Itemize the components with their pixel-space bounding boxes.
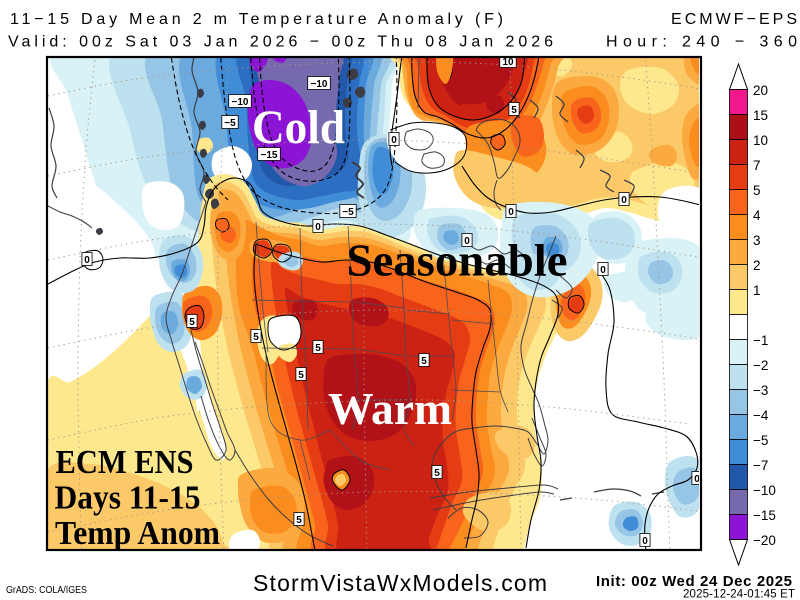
svg-text:2025-12-24-01:45 ET: 2025-12-24-01:45 ET xyxy=(683,589,795,600)
svg-text:Temp Anom: Temp Anom xyxy=(55,515,220,552)
svg-text:10: 10 xyxy=(502,57,514,68)
svg-text:5: 5 xyxy=(434,468,440,479)
svg-text:0: 0 xyxy=(391,135,397,146)
svg-text:−5: −5 xyxy=(342,207,354,218)
svg-text:0: 0 xyxy=(508,207,514,218)
svg-text:−15: −15 xyxy=(261,150,278,161)
svg-text:−2: −2 xyxy=(753,358,768,373)
svg-text:−10: −10 xyxy=(232,97,249,108)
svg-text:Cold: Cold xyxy=(252,101,345,154)
svg-text:1: 1 xyxy=(753,283,761,298)
svg-text:0: 0 xyxy=(621,195,627,206)
svg-text:Days 11-15: Days 11-15 xyxy=(55,480,201,517)
svg-text:Seasonable: Seasonable xyxy=(347,235,568,286)
svg-text:5: 5 xyxy=(511,105,517,116)
svg-text:0: 0 xyxy=(84,255,90,266)
svg-text:Valid: 00z Sat 03 Jan 2026 − 0: Valid: 00z Sat 03 Jan 2026 − 00z Thu 08 … xyxy=(8,34,553,51)
svg-text:4: 4 xyxy=(753,208,761,223)
svg-text:5: 5 xyxy=(253,332,259,343)
svg-text:Warm: Warm xyxy=(328,383,452,434)
svg-text:Hour: 240 − 360: Hour: 240 − 360 xyxy=(606,34,797,51)
svg-text:−4: −4 xyxy=(753,408,769,423)
svg-text:−5: −5 xyxy=(753,433,768,448)
svg-text:−15: −15 xyxy=(753,508,776,523)
svg-text:10: 10 xyxy=(753,133,768,148)
svg-text:5: 5 xyxy=(298,370,304,381)
svg-text:−5: −5 xyxy=(224,118,236,129)
svg-text:5: 5 xyxy=(296,515,302,526)
svg-text:7: 7 xyxy=(753,158,761,173)
svg-text:2: 2 xyxy=(753,258,761,273)
svg-text:−20: −20 xyxy=(753,533,776,548)
svg-text:StormVistaWxModels.com: StormVistaWxModels.com xyxy=(253,570,547,596)
svg-text:−10: −10 xyxy=(311,79,328,90)
svg-text:−10: −10 xyxy=(753,483,776,498)
svg-text:−3: −3 xyxy=(753,383,768,398)
svg-text:5: 5 xyxy=(315,343,321,354)
svg-text:15: 15 xyxy=(753,108,768,123)
svg-text:20: 20 xyxy=(753,83,768,98)
svg-text:5: 5 xyxy=(189,317,195,328)
svg-text:0: 0 xyxy=(642,536,648,547)
svg-text:0: 0 xyxy=(694,474,700,485)
svg-text:5: 5 xyxy=(421,356,427,367)
svg-text:11−15 Day Mean 2 m Temperature: 11−15 Day Mean 2 m Temperature Anomaly (… xyxy=(10,11,503,28)
svg-text:−7: −7 xyxy=(753,458,768,473)
svg-text:0: 0 xyxy=(600,265,606,276)
svg-text:ECMWF−EPS: ECMWF−EPS xyxy=(671,11,797,28)
svg-text:ECM ENS: ECM ENS xyxy=(56,444,194,481)
svg-text:−1: −1 xyxy=(753,333,768,348)
svg-text:0: 0 xyxy=(464,236,470,247)
svg-text:0: 0 xyxy=(315,222,321,233)
svg-text:GrADS: COLA/IGES: GrADS: COLA/IGES xyxy=(6,584,87,596)
svg-text:Init: 00z Wed 24 Dec 2025: Init: 00z Wed 24 Dec 2025 xyxy=(596,573,792,590)
svg-text:3: 3 xyxy=(753,233,761,248)
svg-text:5: 5 xyxy=(753,183,761,198)
